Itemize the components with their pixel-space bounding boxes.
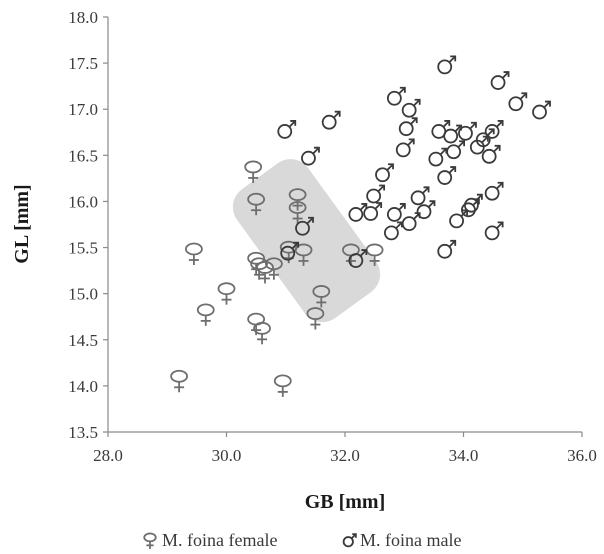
male-marker <box>386 203 406 222</box>
male-marker <box>428 147 448 167</box>
male-marker <box>401 212 421 232</box>
highlight-band-layer <box>232 159 381 323</box>
legend-entry-male: M. foina male <box>342 530 461 550</box>
data-points <box>170 55 551 397</box>
female-marker <box>247 192 266 216</box>
male-marker <box>532 100 551 120</box>
y-axis-title: GL [mm] <box>11 184 33 263</box>
y-tick-label: 15.5 <box>68 239 98 258</box>
male-marker <box>321 110 341 130</box>
male-marker <box>280 241 300 261</box>
male-marker <box>277 120 297 139</box>
x-tick-label: 32.0 <box>330 446 360 465</box>
female-marker <box>217 282 236 305</box>
y-tick-label: 16.0 <box>68 192 98 211</box>
y-ticks: 13.5 14.0 14.5 15.0 15.5 16.0 16.5 17.0 17.5 18.0 <box>68 8 108 442</box>
male-marker <box>386 86 406 106</box>
female-marker <box>244 160 263 183</box>
male-marker <box>508 92 528 112</box>
female-symbol-icon <box>143 532 157 549</box>
female-marker <box>273 374 292 397</box>
female-marker <box>312 285 331 308</box>
male-marker <box>484 181 504 201</box>
y-tick-label: 17.0 <box>68 100 98 119</box>
y-tick-label: 18.0 <box>68 8 98 27</box>
female-marker <box>196 303 215 326</box>
male-marker <box>366 184 386 204</box>
male-marker <box>410 186 430 206</box>
male-marker <box>395 138 415 158</box>
male-marker <box>481 144 501 164</box>
y-tick-label: 15.0 <box>68 285 98 304</box>
female-marker <box>294 243 313 266</box>
female-marker <box>170 369 189 393</box>
female-marker <box>264 257 283 280</box>
male-marker <box>398 117 418 137</box>
legend: M. foina female M. foina male <box>143 530 461 550</box>
male-marker <box>446 140 466 160</box>
x-ticks: 28.0 30.0 32.0 34.0 36.0 <box>93 432 597 465</box>
x-axis-title: GB [mm] <box>305 491 386 513</box>
male-marker <box>484 120 504 139</box>
male-marker <box>449 209 468 229</box>
male-marker <box>475 128 495 148</box>
female-marker <box>143 532 157 549</box>
male-marker <box>431 120 451 139</box>
female-marker <box>306 307 325 330</box>
female-marker <box>256 261 274 284</box>
male-marker <box>342 533 357 548</box>
female-marker <box>288 201 307 224</box>
y-tick-label: 16.5 <box>68 146 98 165</box>
y-tick-label: 13.5 <box>68 423 98 442</box>
male-marker <box>416 200 436 220</box>
x-tick-label: 30.0 <box>212 446 242 465</box>
male-marker <box>437 166 457 185</box>
y-tick-label: 14.5 <box>68 331 98 350</box>
male-marker <box>437 55 457 75</box>
y-tick-label: 14.0 <box>68 377 98 396</box>
male-marker <box>375 163 394 183</box>
male-marker <box>295 216 314 236</box>
male-symbol-icon <box>342 533 357 548</box>
female-marker <box>253 321 271 345</box>
highlight-band <box>232 159 381 323</box>
x-tick-label: 34.0 <box>449 446 479 465</box>
male-marker <box>301 146 320 166</box>
male-marker <box>463 193 483 213</box>
y-tick-label: 17.5 <box>68 54 98 73</box>
male-marker <box>383 221 403 241</box>
male-marker <box>490 71 510 90</box>
male-marker <box>348 203 368 222</box>
male-marker <box>348 249 368 268</box>
male-marker <box>484 221 504 241</box>
legend-entry-female: M. foina female <box>143 530 277 550</box>
male-marker <box>401 98 421 118</box>
x-tick-label: 36.0 <box>567 446 597 465</box>
legend-label-female: M. foina female <box>162 530 277 550</box>
male-marker <box>437 239 457 259</box>
legend-label-male: M. foina male <box>360 530 461 550</box>
male-marker <box>458 121 477 141</box>
female-marker <box>185 242 203 266</box>
male-marker <box>363 202 383 221</box>
x-tick-label: 28.0 <box>93 446 123 465</box>
